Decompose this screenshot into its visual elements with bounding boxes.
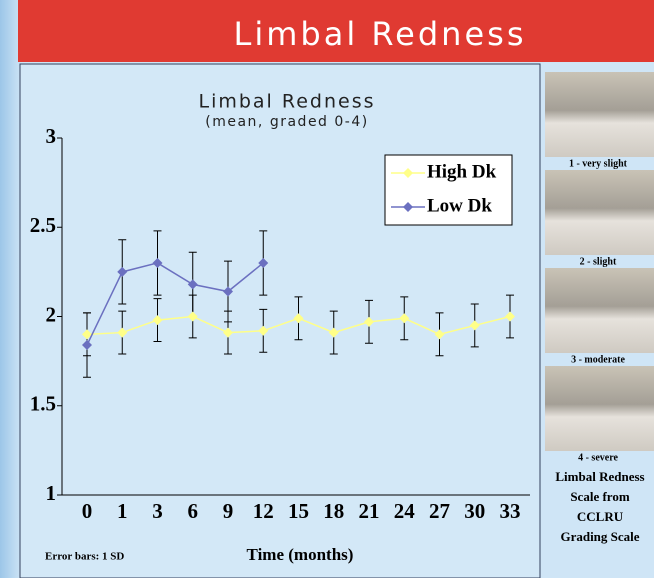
x-tick-label: 6 [188,499,199,523]
x-tick-label: 27 [429,499,450,523]
caption-line: Limbal Redness [555,469,644,484]
slide-title: Limbal Redness [234,15,527,53]
chart-title: Limbal Redness [198,91,375,113]
x-tick-label: 9 [223,499,234,523]
grading-label: 1 - very slight [569,158,628,169]
x-tick-label: 21 [359,499,380,523]
slide: Limbal Redness Limbal Redness (mean, gra… [0,0,654,578]
y-tick-label: 2.5 [30,213,56,237]
grading-photo [545,72,654,157]
y-tick-label: 3 [46,124,57,148]
x-tick-label: 15 [288,499,309,523]
x-tick-label: 3 [152,499,163,523]
y-tick-label: 2 [46,302,57,326]
caption-line: Scale from [570,489,629,504]
x-tick-label: 30 [464,499,485,523]
x-tick-label: 1 [117,499,128,523]
side-texture [0,0,22,578]
x-tick-label: 0 [82,499,93,523]
legend-label: High Dk [427,161,497,182]
legend-label: Low Dk [427,195,492,216]
x-tick-label: 24 [394,499,416,523]
x-tick-label: 18 [323,499,344,523]
grading-label: 3 - moderate [571,354,625,365]
y-tick-label: 1 [46,481,57,505]
grading-photo [545,170,654,255]
grading-label: 2 - slight [580,256,617,267]
grading-panel: 1 - very slight 2 - slight 3 - moderate 4 -… [545,72,654,544]
caption-line: Grading Scale [560,529,639,544]
page: Limbal Redness Limbal Redness (mean, gra… [0,0,654,578]
grading-photo [545,268,654,353]
note: Error bars: 1 SD [45,551,124,563]
y-tick-label: 1.5 [30,392,56,416]
grading-photo [545,366,654,451]
x-axis-label: Time (months) [247,545,354,564]
x-tick-label: 12 [253,499,274,523]
grading-label: 4 - severe [578,452,618,463]
caption-line: CCLRU [577,509,624,524]
x-tick-label: 33 [500,499,521,523]
chart-subtitle: (mean, graded 0-4) [205,114,368,130]
